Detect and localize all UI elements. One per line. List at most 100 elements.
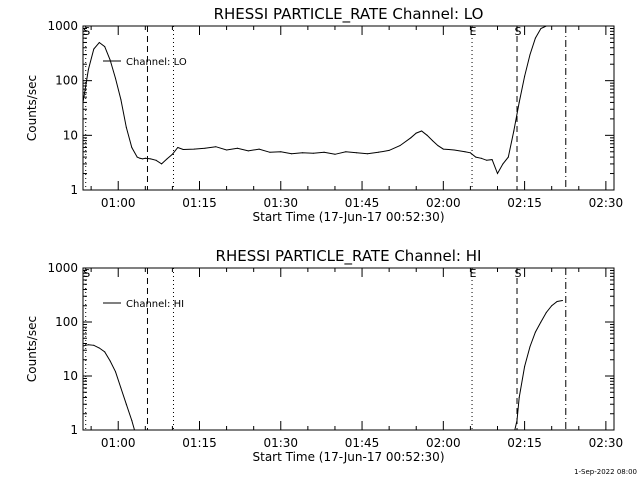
- chart-2-data-point: [120, 387, 122, 389]
- chart-2-data-point: [556, 301, 558, 302]
- chart-1-data-point: [524, 75, 526, 77]
- chart-1-data-point: [120, 99, 122, 101]
- chart-1-data-point: [125, 126, 127, 128]
- chart-1-data-point: [247, 150, 249, 152]
- chart-1-data-point: [540, 28, 542, 29]
- chart-2-legend-label: Channel: HI: [126, 299, 184, 310]
- chart-1-series-line: [82, 25, 563, 175]
- chart-1-data-point: [432, 140, 433, 142]
- chart-2-data-point: [131, 420, 133, 421]
- chart-2-data-point: [125, 403, 127, 405]
- chart-1-data-point: [442, 148, 444, 150]
- chart-2-xtick-label: 01:30: [263, 436, 298, 450]
- chart-1-data-point: [109, 59, 111, 61]
- chart-1-data-point: [323, 151, 325, 153]
- chart-1-ytick-label: 100: [55, 74, 78, 88]
- chart-2-ylabel: Counts/sec: [25, 316, 39, 382]
- chart-2-data-point: [514, 429, 516, 431]
- chart-1-data-point: [312, 152, 314, 154]
- chart-2-data-point: [534, 331, 536, 333]
- chart-1-data-point: [115, 77, 116, 79]
- chart-1-data-point: [345, 151, 347, 153]
- chart-1-data-point: [144, 157, 146, 159]
- chart-1-data-point: [513, 130, 515, 132]
- chart-1-marker-label: S: [83, 25, 90, 38]
- chart-1-data-point: [415, 132, 417, 134]
- chart-1-data-point: [556, 25, 558, 27]
- chart-2-data-point: [104, 351, 106, 353]
- chart-1-xtick-label: 01:00: [101, 196, 136, 210]
- chart-1-ytick-label: 1000: [47, 19, 78, 33]
- chart-2-data-point: [115, 371, 116, 373]
- chart-1-data-point: [269, 151, 271, 153]
- chart-2-marker-label: S: [83, 267, 90, 280]
- chart-2-xlabel: Start Time (17-Jun-17 00:52:30): [253, 450, 445, 464]
- chart-1-data-point: [334, 153, 336, 155]
- chart-1-xtick-label: 02:00: [426, 196, 461, 210]
- chart-1-title: RHESSI PARTICLE_RATE Channel: LO: [214, 5, 484, 24]
- chart-1-data-point: [215, 146, 217, 148]
- chart-1-data-point: [534, 37, 536, 39]
- chart-2-data-point: [516, 420, 518, 421]
- chart-2-series-line: [82, 300, 563, 431]
- chart-1-data-point: [377, 151, 379, 153]
- chart-2-data-point: [551, 305, 553, 307]
- chart-1-data-point: [131, 147, 133, 148]
- chart-1-data-point: [475, 156, 477, 158]
- chart-1-data-point: [98, 42, 100, 43]
- chart-1-data-point: [529, 54, 531, 56]
- chart-2-data-point: [134, 429, 135, 431]
- chart-2-title: RHESSI PARTICLE_RATE Channel: HI: [216, 247, 482, 266]
- chart-1-data-point: [93, 48, 95, 50]
- chart-2-xtick-label: 01:45: [345, 436, 380, 450]
- chart-2-data-point: [93, 344, 95, 346]
- chart-1-ylabel: Counts/sec: [25, 75, 39, 141]
- chart-1-data-point: [258, 148, 260, 150]
- chart-1-data-point: [367, 153, 368, 155]
- chart-1-data-point: [421, 130, 423, 132]
- chart-1-data-point: [236, 147, 238, 149]
- chart-1-data-point: [182, 149, 184, 150]
- chart-1-data-point: [177, 147, 179, 148]
- chart-1-xtick-label: 01:30: [263, 196, 298, 210]
- chart-2-data-point: [82, 345, 84, 347]
- chart-2-data-point: [529, 346, 531, 348]
- chart-1-data-point: [161, 163, 163, 165]
- chart-2-ytick-label: 1: [70, 423, 78, 437]
- chart-1-data-point: [104, 46, 106, 48]
- chart-1-data-point: [82, 101, 84, 103]
- chart-1-data-point: [410, 137, 412, 139]
- chart-1-data-point: [136, 156, 138, 158]
- chart-1-data-point: [486, 159, 488, 161]
- chart-2-ytick-label: 1000: [47, 261, 78, 275]
- chart-2-data-point: [562, 300, 563, 301]
- chart-1-data-point: [437, 145, 439, 147]
- footer-timestamp: 1-Sep-2022 08:00: [574, 468, 637, 476]
- chart-1-data-point: [291, 153, 293, 155]
- chart-1-data-point: [426, 134, 428, 136]
- chart-2-xtick-label: 01:00: [101, 436, 136, 450]
- chart-1-ytick-label: 10: [63, 128, 78, 142]
- chart-1-data-point: [280, 151, 282, 153]
- chart-1-data-point: [469, 152, 471, 154]
- chart-1-data-point: [87, 69, 89, 70]
- chart-1-marker-label: E: [470, 25, 477, 38]
- chart-2-data-point: [518, 397, 520, 398]
- chart-1-data-point: [518, 101, 520, 103]
- chart-1-xtick-label: 02:30: [589, 196, 624, 210]
- chart-1-data-point: [497, 173, 498, 174]
- chart-1-xtick-label: 02:15: [507, 196, 542, 210]
- chart-2-ytick-label: 10: [63, 369, 78, 383]
- chart-1-ytick-label: 1: [70, 183, 78, 197]
- chart-1-data-point: [453, 149, 455, 151]
- chart-1-data-point: [139, 157, 141, 159]
- chart-2-frame: [82, 267, 615, 431]
- chart-2-marker-label: S: [515, 267, 522, 280]
- chart-1-data-point: [491, 159, 493, 161]
- chart-1-data-point: [226, 149, 228, 151]
- chart-1-xlabel: Start Time (17-Jun-17 00:52:30): [253, 210, 445, 224]
- chart-1-data-point: [166, 158, 168, 160]
- chart-1-frame: [82, 25, 615, 191]
- chart-1-data-point: [356, 152, 358, 154]
